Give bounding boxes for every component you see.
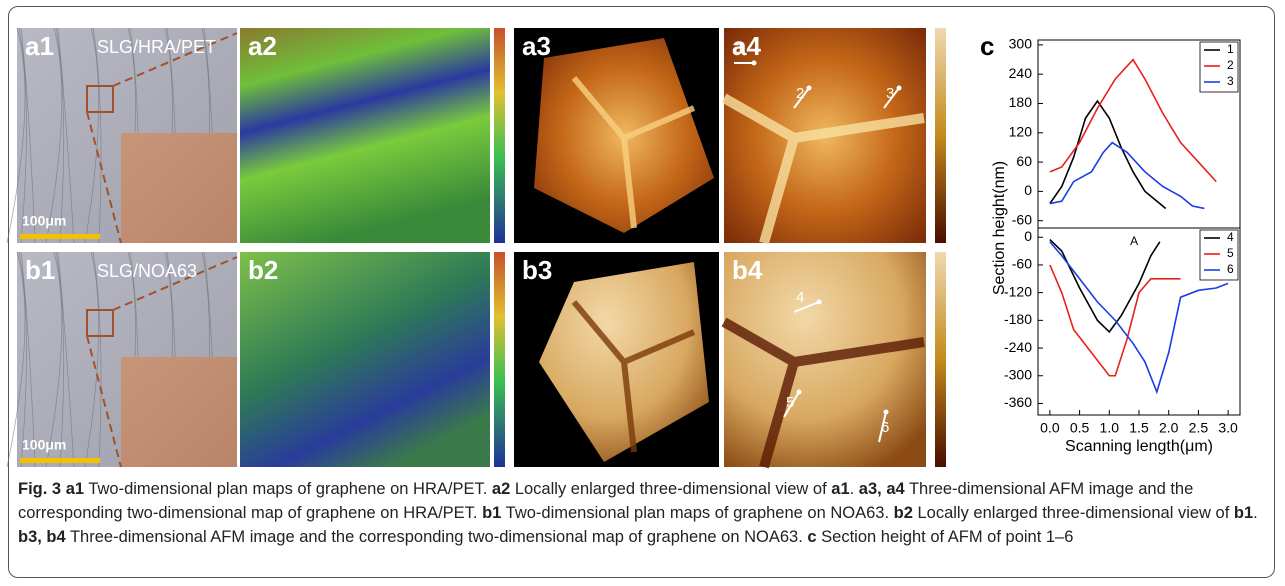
arrow-label: 3 bbox=[886, 85, 894, 102]
panel-label: c bbox=[980, 31, 994, 61]
caption-text: a3, a4 bbox=[859, 480, 905, 498]
figure-caption: Fig. 3 a1 Two-dimensional plan maps of g… bbox=[18, 477, 1258, 549]
inset-image bbox=[121, 133, 237, 243]
legend-label: 3 bbox=[1227, 74, 1234, 88]
scale-bar bbox=[20, 234, 100, 239]
scale-bar bbox=[20, 458, 100, 463]
legend-label: 2 bbox=[1227, 58, 1234, 72]
legend-label: 5 bbox=[1227, 246, 1234, 260]
caption-text: a1 bbox=[66, 480, 84, 498]
arrow-label: 2 bbox=[796, 85, 804, 102]
y-tick-label: -240 bbox=[1004, 339, 1032, 355]
caption-text: Two-dimensional plan maps of graphene on… bbox=[501, 504, 893, 522]
caption-text: Three-dimensional AFM image and the corr… bbox=[66, 528, 808, 546]
caption-text: Section height of AFM of point 1–6 bbox=[817, 528, 1074, 546]
caption-text: Locally enlarged three-dimensional view … bbox=[510, 480, 831, 498]
series-line bbox=[1050, 242, 1228, 392]
plot-frame bbox=[1038, 228, 1240, 415]
y-tick-label: 120 bbox=[1009, 123, 1033, 139]
scale-bar-label: 100μm bbox=[22, 437, 66, 453]
y-tick-label: -60 bbox=[1012, 256, 1032, 272]
arrow-label: 6 bbox=[881, 419, 889, 436]
colorbar bbox=[935, 28, 946, 243]
x-tick-label: 1.0 bbox=[1100, 420, 1120, 436]
scale-bar-label: 100μm bbox=[22, 213, 66, 229]
page: {"panels": [ {"label": "a1", "caption": … bbox=[0, 0, 1285, 586]
arrow-head bbox=[752, 61, 757, 66]
caption-text: b1 bbox=[482, 504, 501, 522]
y-tick-label: 240 bbox=[1009, 65, 1033, 81]
arrow-head bbox=[797, 390, 802, 395]
panel-label: a3 bbox=[522, 31, 551, 61]
series-line bbox=[1050, 60, 1216, 182]
legend-label: 4 bbox=[1227, 230, 1234, 244]
x-tick-label: 3.0 bbox=[1218, 420, 1238, 436]
caption-text: b2 bbox=[894, 504, 913, 522]
y-axis-title: Section height(nm) bbox=[991, 161, 1008, 295]
x-tick-label: 2.5 bbox=[1189, 420, 1209, 436]
y-tick-label: 0 bbox=[1024, 228, 1032, 244]
x-axis-title: Scanning length(μm) bbox=[1065, 438, 1213, 455]
panel-label: b3 bbox=[522, 255, 552, 285]
caption-text: Fig. 3 bbox=[18, 480, 61, 498]
caption-text: . bbox=[850, 480, 859, 498]
legend-label: 1 bbox=[1227, 42, 1234, 56]
x-tick-label: 0.0 bbox=[1040, 420, 1060, 436]
colorbar bbox=[935, 252, 946, 467]
arrow-head bbox=[807, 86, 812, 91]
y-tick-label: -180 bbox=[1004, 311, 1032, 327]
y-tick-label: -60 bbox=[1012, 211, 1032, 227]
panel-caption: SLG/NOA63 bbox=[97, 261, 197, 281]
panel-label: b1 bbox=[25, 255, 55, 285]
panel-caption: SLG/HRA/PET bbox=[97, 37, 216, 57]
inset-image bbox=[121, 357, 237, 467]
caption-text: Two-dimensional plan maps of graphene on… bbox=[84, 480, 492, 498]
caption-text: a1 bbox=[831, 480, 849, 498]
arrow-head bbox=[897, 86, 902, 91]
panel-image bbox=[240, 28, 490, 243]
y-tick-label: 300 bbox=[1009, 36, 1033, 52]
arrow-head bbox=[884, 410, 889, 415]
arrow-head bbox=[817, 300, 822, 305]
annotation: A bbox=[1130, 234, 1138, 248]
caption-text: . bbox=[1253, 504, 1262, 522]
x-tick-label: 2.0 bbox=[1159, 420, 1179, 436]
y-tick-label: 180 bbox=[1009, 94, 1033, 110]
series-line bbox=[1050, 240, 1160, 332]
y-tick-label: -360 bbox=[1004, 394, 1032, 410]
caption-text: b3, b4 bbox=[18, 528, 66, 546]
caption-text: a2 bbox=[492, 480, 510, 498]
y-tick-label: -300 bbox=[1004, 366, 1032, 382]
colorbar bbox=[494, 252, 505, 467]
arrow-label: 5 bbox=[786, 394, 794, 411]
caption-text: b1 bbox=[1234, 504, 1253, 522]
caption-text: Locally enlarged three-dimensional view … bbox=[913, 504, 1234, 522]
x-tick-label: 0.5 bbox=[1070, 420, 1090, 436]
x-tick-label: 1.5 bbox=[1129, 420, 1149, 436]
panel-label: a1 bbox=[25, 31, 54, 61]
legend-label: 6 bbox=[1227, 262, 1234, 276]
y-tick-label: 60 bbox=[1016, 153, 1032, 169]
arrow-label: 4 bbox=[796, 289, 804, 306]
y-tick-label: 0 bbox=[1024, 182, 1032, 198]
figure: SLG/HRA/PET 100μm a1 a2 a3 1 2 3 a4 SLG/NOA63 100μ… bbox=[0, 0, 1285, 475]
panel-label: a2 bbox=[248, 31, 277, 61]
colorbar bbox=[494, 28, 505, 243]
panel-label: a4 bbox=[732, 31, 761, 61]
panel-label: b2 bbox=[248, 255, 278, 285]
panel-label: b4 bbox=[732, 255, 763, 285]
y-tick-label: -120 bbox=[1004, 283, 1032, 299]
caption-text: c bbox=[807, 528, 816, 546]
